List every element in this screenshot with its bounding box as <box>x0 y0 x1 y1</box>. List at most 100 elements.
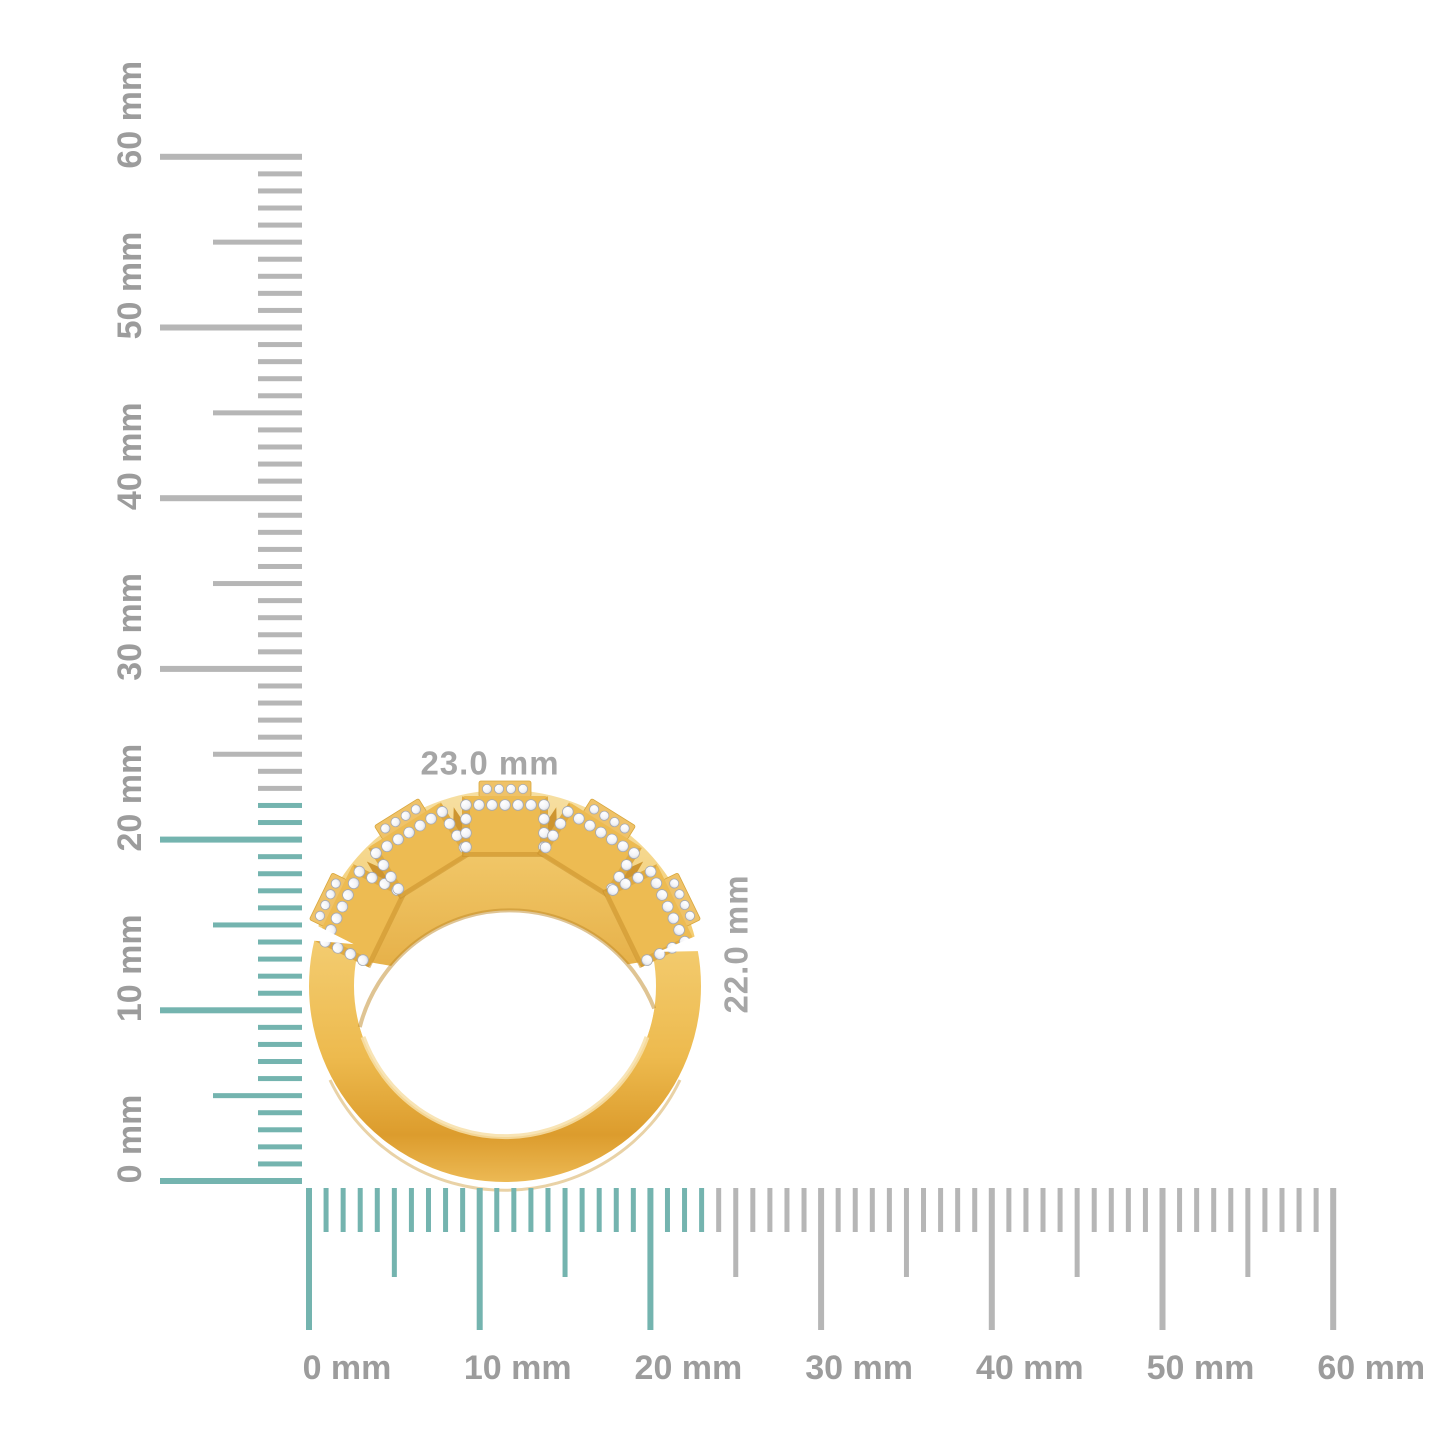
h-ruler-label: 0 mm <box>303 1349 392 1387</box>
h-ruler-tick-major <box>988 1188 995 1330</box>
diamond <box>377 859 390 871</box>
v-ruler-tick <box>258 905 302 911</box>
diamond <box>436 806 448 818</box>
v-ruler-tick <box>258 802 302 808</box>
diamond <box>330 878 341 889</box>
v-ruler-tick <box>258 376 302 382</box>
h-ruler-tick <box>835 1188 841 1232</box>
v-ruler-tick <box>258 854 302 860</box>
v-ruler-tick <box>213 410 302 416</box>
h-ruler-tick <box>1211 1188 1217 1232</box>
h-ruler-tick <box>596 1188 602 1232</box>
diamond-cluster <box>602 864 701 969</box>
diamond <box>325 889 336 900</box>
diamond-cluster <box>367 798 474 900</box>
h-ruler-tick <box>869 1188 875 1232</box>
h-ruler-tick <box>1142 1188 1148 1232</box>
diamond <box>347 877 360 890</box>
diamond <box>366 871 378 884</box>
v-ruler-tick <box>258 598 302 604</box>
h-ruler-tick <box>716 1188 722 1232</box>
diamond <box>619 878 632 890</box>
v-ruler-label: 20 mm <box>111 744 149 852</box>
v-ruler-tick <box>258 171 302 177</box>
diamond <box>493 784 504 795</box>
h-ruler-tick <box>664 1188 670 1232</box>
v-ruler-tick <box>258 1127 302 1133</box>
diamond <box>573 812 585 825</box>
v-ruler-tick <box>258 649 302 655</box>
diamond <box>650 877 663 890</box>
diamond <box>661 900 674 913</box>
band-step-notches <box>309 923 704 952</box>
v-ruler-tick <box>258 546 302 552</box>
ring-hole <box>359 910 655 1137</box>
v-ruler-tick <box>258 478 302 484</box>
diamond <box>628 847 640 859</box>
v-ruler-tick <box>258 188 302 194</box>
diamond <box>607 884 619 896</box>
diamond <box>332 942 344 954</box>
h-ruler-tick <box>494 1188 500 1232</box>
v-ruler-tick <box>258 307 302 313</box>
v-ruler-label: 50 mm <box>111 232 149 340</box>
diamond <box>512 799 524 811</box>
v-ruler-tick <box>258 461 302 467</box>
diamond <box>667 912 680 925</box>
v-ruler-tick-major <box>160 836 302 843</box>
diamond <box>353 865 366 878</box>
h-ruler-tick <box>460 1188 466 1232</box>
h-ruler-tick <box>579 1188 585 1232</box>
v-ruler-tick <box>258 939 302 945</box>
v-ruler-tick <box>258 222 302 228</box>
diamond <box>669 878 680 889</box>
v-ruler-tick <box>258 1041 302 1047</box>
h-ruler-tick <box>1108 1188 1114 1232</box>
v-ruler-tick <box>258 1110 302 1116</box>
v-ruler-tick <box>258 683 302 689</box>
diamond <box>381 840 393 853</box>
diamond <box>674 889 685 900</box>
diamond <box>562 806 574 818</box>
v-ruler-tick <box>258 1161 302 1167</box>
h-ruler-label: 60 mm <box>1317 1349 1425 1387</box>
h-ruler-tick <box>545 1188 551 1232</box>
diamond <box>410 804 421 815</box>
diamond <box>505 784 516 795</box>
h-ruler-label: 30 mm <box>805 1349 913 1387</box>
cluster-bevel <box>462 796 470 856</box>
h-ruler-tick <box>921 1188 927 1232</box>
v-ruler-tick <box>258 359 302 365</box>
h-ruler-tick <box>1177 1188 1183 1232</box>
h-ruler-label: 10 mm <box>464 1349 572 1387</box>
diamond <box>595 826 607 839</box>
h-ruler-tick <box>630 1188 636 1232</box>
v-ruler-tick <box>258 973 302 979</box>
diamond <box>443 817 456 830</box>
v-ruler-label: 10 mm <box>111 914 149 1022</box>
diamond <box>673 924 685 936</box>
v-ruler-tick <box>258 273 302 279</box>
h-ruler-tick-major <box>818 1188 825 1330</box>
h-ruler-tick <box>1057 1188 1063 1232</box>
h-ruler-tick <box>323 1188 329 1232</box>
diamond-clusters <box>309 780 701 969</box>
diamond <box>414 819 426 832</box>
diamond <box>460 841 472 853</box>
v-ruler-tick <box>258 427 302 433</box>
v-ruler-tick <box>258 393 302 399</box>
diamond <box>518 784 529 795</box>
h-ruler-tick-major <box>476 1188 483 1330</box>
cluster-base-shadow <box>365 888 408 969</box>
diamond <box>315 910 326 921</box>
diamond <box>538 813 550 825</box>
h-ruler-tick <box>408 1188 414 1232</box>
diamond <box>336 900 349 913</box>
h-ruler-tick <box>903 1188 909 1277</box>
diamond <box>344 948 357 960</box>
ring-image <box>309 780 704 1192</box>
band-step-notch <box>309 923 354 945</box>
v-ruler-tick <box>258 1076 302 1082</box>
diamond <box>589 804 600 815</box>
diamond <box>320 900 331 911</box>
